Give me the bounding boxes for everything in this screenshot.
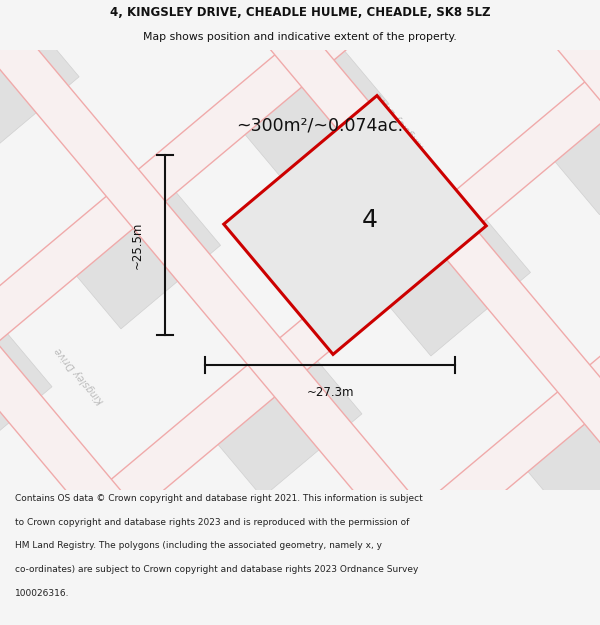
Polygon shape — [0, 0, 541, 341]
Text: ~25.5m: ~25.5m — [131, 221, 143, 269]
Polygon shape — [548, 70, 600, 214]
Polygon shape — [0, 16, 79, 161]
Text: ~300m²/~0.074ac.: ~300m²/~0.074ac. — [236, 116, 404, 134]
Text: 4, KINGSLEY DRIVE, CHEADLE HULME, CHEADLE, SK8 5LZ: 4, KINGSLEY DRIVE, CHEADLE HULME, CHEADL… — [110, 6, 490, 19]
Text: 4: 4 — [362, 208, 378, 232]
Polygon shape — [407, 0, 557, 46]
Polygon shape — [521, 379, 600, 524]
Polygon shape — [0, 326, 52, 470]
Polygon shape — [0, 0, 600, 509]
Polygon shape — [379, 211, 530, 356]
Text: 100026316.: 100026316. — [15, 589, 70, 598]
Text: Contains OS data © Crown copyright and database right 2021. This information is : Contains OS data © Crown copyright and d… — [15, 494, 423, 503]
Polygon shape — [46, 0, 600, 625]
Text: Map shows position and indicative extent of the property.: Map shows position and indicative extent… — [143, 32, 457, 43]
Text: co-ordinates) are subject to Crown copyright and database rights 2023 Ordnance S: co-ordinates) are subject to Crown copyr… — [15, 565, 418, 574]
Text: Kingsley Drive: Kingsley Drive — [53, 345, 106, 405]
Polygon shape — [43, 494, 193, 625]
Polygon shape — [211, 352, 362, 498]
Polygon shape — [214, 0, 600, 524]
Text: Kingsley Drive: Kingsley Drive — [374, 90, 427, 150]
Polygon shape — [238, 42, 389, 188]
Text: HM Land Registry. The polygons (including the associated geometry, namely x, y: HM Land Registry. The polygons (includin… — [15, 541, 382, 550]
Text: to Crown copyright and database rights 2023 and is reproduced with the permissio: to Crown copyright and database rights 2… — [15, 518, 409, 527]
Polygon shape — [224, 96, 486, 354]
Polygon shape — [97, 0, 248, 19]
Polygon shape — [70, 184, 221, 329]
Text: ~27.3m: ~27.3m — [306, 386, 354, 399]
Polygon shape — [352, 521, 503, 625]
